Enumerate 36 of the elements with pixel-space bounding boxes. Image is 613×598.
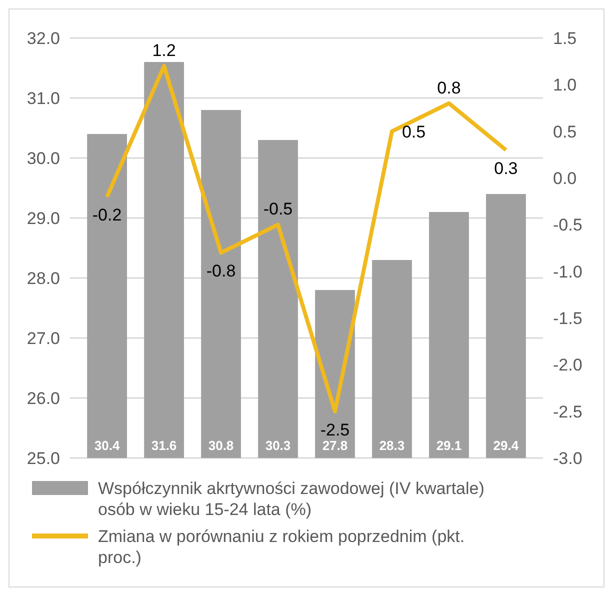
data-label: -0.2 <box>92 206 122 225</box>
data-label: 29.4 <box>493 438 520 453</box>
legend-label: Współczynnik akrtywności zawodowej (IV kwartale) osób w wieku 15-24 lata (%) <box>98 478 484 519</box>
data-label: -0.5 <box>263 200 293 219</box>
y2-tick-label: -1.0 <box>553 262 582 282</box>
y-tick-label: 27.0 <box>26 328 60 348</box>
y-tick-label: 28.0 <box>26 268 60 288</box>
y-tick-label: 26.0 <box>26 388 60 408</box>
data-label: 0.5 <box>402 122 426 142</box>
y-tick-label: 31.0 <box>26 88 60 108</box>
data-label: 31.6 <box>151 438 177 453</box>
y2-tick-label: -0.5 <box>553 216 582 235</box>
data-label: 29.1 <box>436 438 462 453</box>
y2-tick-label: 1.5 <box>553 28 577 48</box>
y2-tick-label: 0.5 <box>553 122 577 142</box>
y-tick-label: 30.0 <box>26 148 60 168</box>
data-label: 27.8 <box>322 438 348 453</box>
data-label: 28.3 <box>379 438 405 453</box>
data-label: 30.8 <box>208 438 234 453</box>
data-label: 1.2 <box>152 41 176 60</box>
data-label: -0.8 <box>206 262 236 281</box>
data-label: 0.3 <box>494 159 518 178</box>
data-label: 0.8 <box>437 78 461 98</box>
y2-tick-label: -1.5 <box>553 308 582 328</box>
y2-tick-label: -2.5 <box>553 402 582 422</box>
y-tick-label: 32.0 <box>26 28 60 48</box>
y2-tick-label: -3.0 <box>553 448 582 468</box>
y2-tick-label: 0.0 <box>553 168 577 188</box>
data-label: 30.4 <box>94 438 120 453</box>
legend-label: Zmiana w porównaniu z rokiem poprzednim (pkt. proc.) <box>98 526 465 567</box>
y-tick-label: 29.0 <box>26 208 60 228</box>
data-label: -2.5 <box>320 420 350 440</box>
y-tick-label: 25.0 <box>26 448 60 468</box>
y2-tick-label: -2.0 <box>553 356 582 375</box>
y2-tick-label: 1.0 <box>553 76 577 95</box>
data-label: 30.3 <box>265 438 291 453</box>
